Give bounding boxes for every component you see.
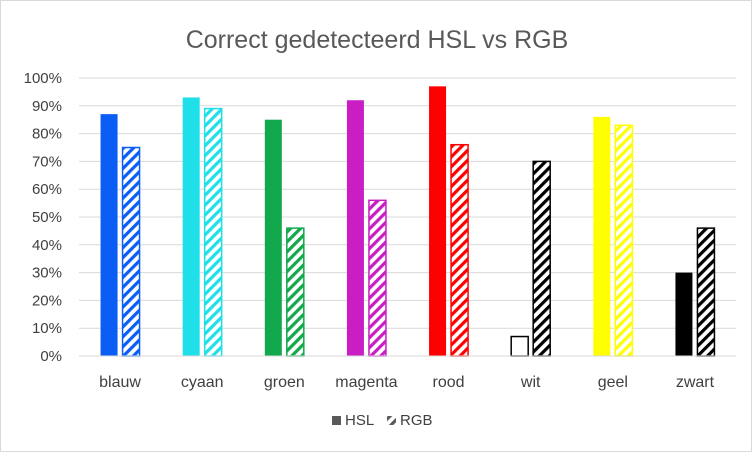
x-axis-categories: blauw cyaan groen magenta rood wit geel zwart: [99, 374, 714, 391]
y-tick-label: 90%: [32, 98, 62, 115]
bar-hsl-groen: [264, 119, 282, 356]
bar-rgb-blauw: [121, 146, 141, 357]
bar-hsl-magenta: [346, 100, 364, 357]
x-category-label: cyaan: [181, 374, 224, 391]
y-axis-ticks: 0% 10% 20% 30% 40% 50% 60% 70% 80% 90% 100%: [24, 70, 62, 365]
bar-rgb-groen: [286, 227, 305, 357]
y-tick-label: 10%: [32, 320, 62, 337]
y-tick-label: 60%: [32, 181, 62, 198]
bar-hsl-rood: [429, 86, 447, 356]
bar-rgb-zwart: [696, 227, 716, 357]
gridlines: [79, 77, 736, 329]
y-tick-label: 50%: [32, 209, 62, 226]
bar-rgb-wit: [532, 160, 551, 357]
legend: HSL RGB: [332, 412, 433, 429]
x-category-label: magenta: [335, 374, 397, 391]
legend-label-hsl: HSL: [345, 412, 374, 429]
bar-hsl-wit: [510, 335, 529, 357]
legend-swatch-rgb: [387, 416, 396, 425]
bar-hsl-blauw: [100, 114, 118, 356]
y-tick-label: 40%: [32, 237, 62, 254]
bars: [100, 86, 716, 357]
bar-rgb-cyaan: [203, 107, 223, 357]
chart-title: Correct gedetecteerd HSL vs RGB: [186, 26, 569, 54]
x-category-label: geel: [598, 374, 628, 391]
x-category-label: zwart: [676, 374, 715, 391]
x-category-label: groen: [264, 374, 305, 391]
x-category-label: blauw: [99, 374, 141, 391]
y-tick-label: 0%: [40, 348, 62, 365]
y-tick-label: 30%: [32, 265, 62, 282]
x-category-label: rood: [433, 374, 465, 391]
y-tick-label: 80%: [32, 126, 62, 143]
bar-hsl-cyaan: [182, 97, 200, 357]
y-tick-label: 100%: [24, 70, 62, 87]
bar-rgb-rood: [450, 143, 469, 357]
bar-hsl-geel: [593, 116, 611, 356]
y-tick-label: 20%: [32, 292, 62, 309]
y-tick-label: 70%: [32, 153, 62, 170]
bar-hsl-zwart: [675, 272, 693, 356]
bar-rgb-geel: [614, 124, 634, 357]
bar-rgb-magenta: [368, 199, 387, 357]
legend-swatch-hsl: [332, 416, 341, 425]
x-category-label: wit: [520, 374, 541, 391]
legend-label-rgb: RGB: [400, 412, 433, 429]
